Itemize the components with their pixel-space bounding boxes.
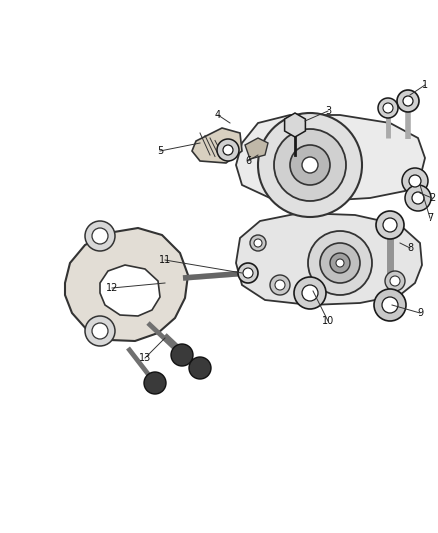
Circle shape xyxy=(402,168,428,194)
Circle shape xyxy=(85,221,115,251)
Polygon shape xyxy=(100,265,160,316)
Circle shape xyxy=(144,372,166,394)
Circle shape xyxy=(308,231,372,295)
Circle shape xyxy=(92,228,108,244)
Circle shape xyxy=(390,276,400,286)
Circle shape xyxy=(397,90,419,112)
Circle shape xyxy=(383,218,397,232)
Circle shape xyxy=(217,139,239,161)
Circle shape xyxy=(409,175,421,187)
Polygon shape xyxy=(192,128,242,163)
Circle shape xyxy=(383,103,393,113)
Polygon shape xyxy=(236,115,425,201)
Text: 12: 12 xyxy=(106,283,118,293)
Circle shape xyxy=(85,316,115,346)
Circle shape xyxy=(254,239,262,247)
Circle shape xyxy=(258,113,362,217)
Circle shape xyxy=(378,98,398,118)
Text: 13: 13 xyxy=(139,353,151,363)
Circle shape xyxy=(330,253,350,273)
Circle shape xyxy=(382,297,398,313)
Circle shape xyxy=(274,129,346,201)
Circle shape xyxy=(250,235,266,251)
Circle shape xyxy=(374,289,406,321)
Polygon shape xyxy=(245,138,268,159)
Circle shape xyxy=(171,344,193,366)
Polygon shape xyxy=(285,113,305,137)
Circle shape xyxy=(270,275,290,295)
Circle shape xyxy=(302,285,318,301)
Text: 11: 11 xyxy=(159,255,171,265)
Text: 9: 9 xyxy=(417,308,423,318)
Text: 2: 2 xyxy=(429,193,435,203)
Circle shape xyxy=(243,268,253,278)
Circle shape xyxy=(238,263,258,283)
Text: 8: 8 xyxy=(407,243,413,253)
Circle shape xyxy=(302,157,318,173)
Circle shape xyxy=(405,185,431,211)
Circle shape xyxy=(403,96,413,106)
Polygon shape xyxy=(65,228,188,341)
Text: 6: 6 xyxy=(245,156,251,166)
Polygon shape xyxy=(236,213,422,305)
Circle shape xyxy=(376,211,404,239)
Text: 5: 5 xyxy=(157,146,163,156)
Circle shape xyxy=(189,357,211,379)
Text: 3: 3 xyxy=(325,106,331,116)
Circle shape xyxy=(294,277,326,309)
Circle shape xyxy=(275,280,285,290)
Text: 4: 4 xyxy=(215,110,221,120)
Circle shape xyxy=(92,323,108,339)
Text: 10: 10 xyxy=(322,316,334,326)
Circle shape xyxy=(320,243,360,283)
Text: 7: 7 xyxy=(427,213,433,223)
Text: 1: 1 xyxy=(422,80,428,90)
Circle shape xyxy=(385,271,405,291)
Circle shape xyxy=(412,192,424,204)
Circle shape xyxy=(336,259,344,267)
Circle shape xyxy=(290,145,330,185)
Circle shape xyxy=(223,145,233,155)
